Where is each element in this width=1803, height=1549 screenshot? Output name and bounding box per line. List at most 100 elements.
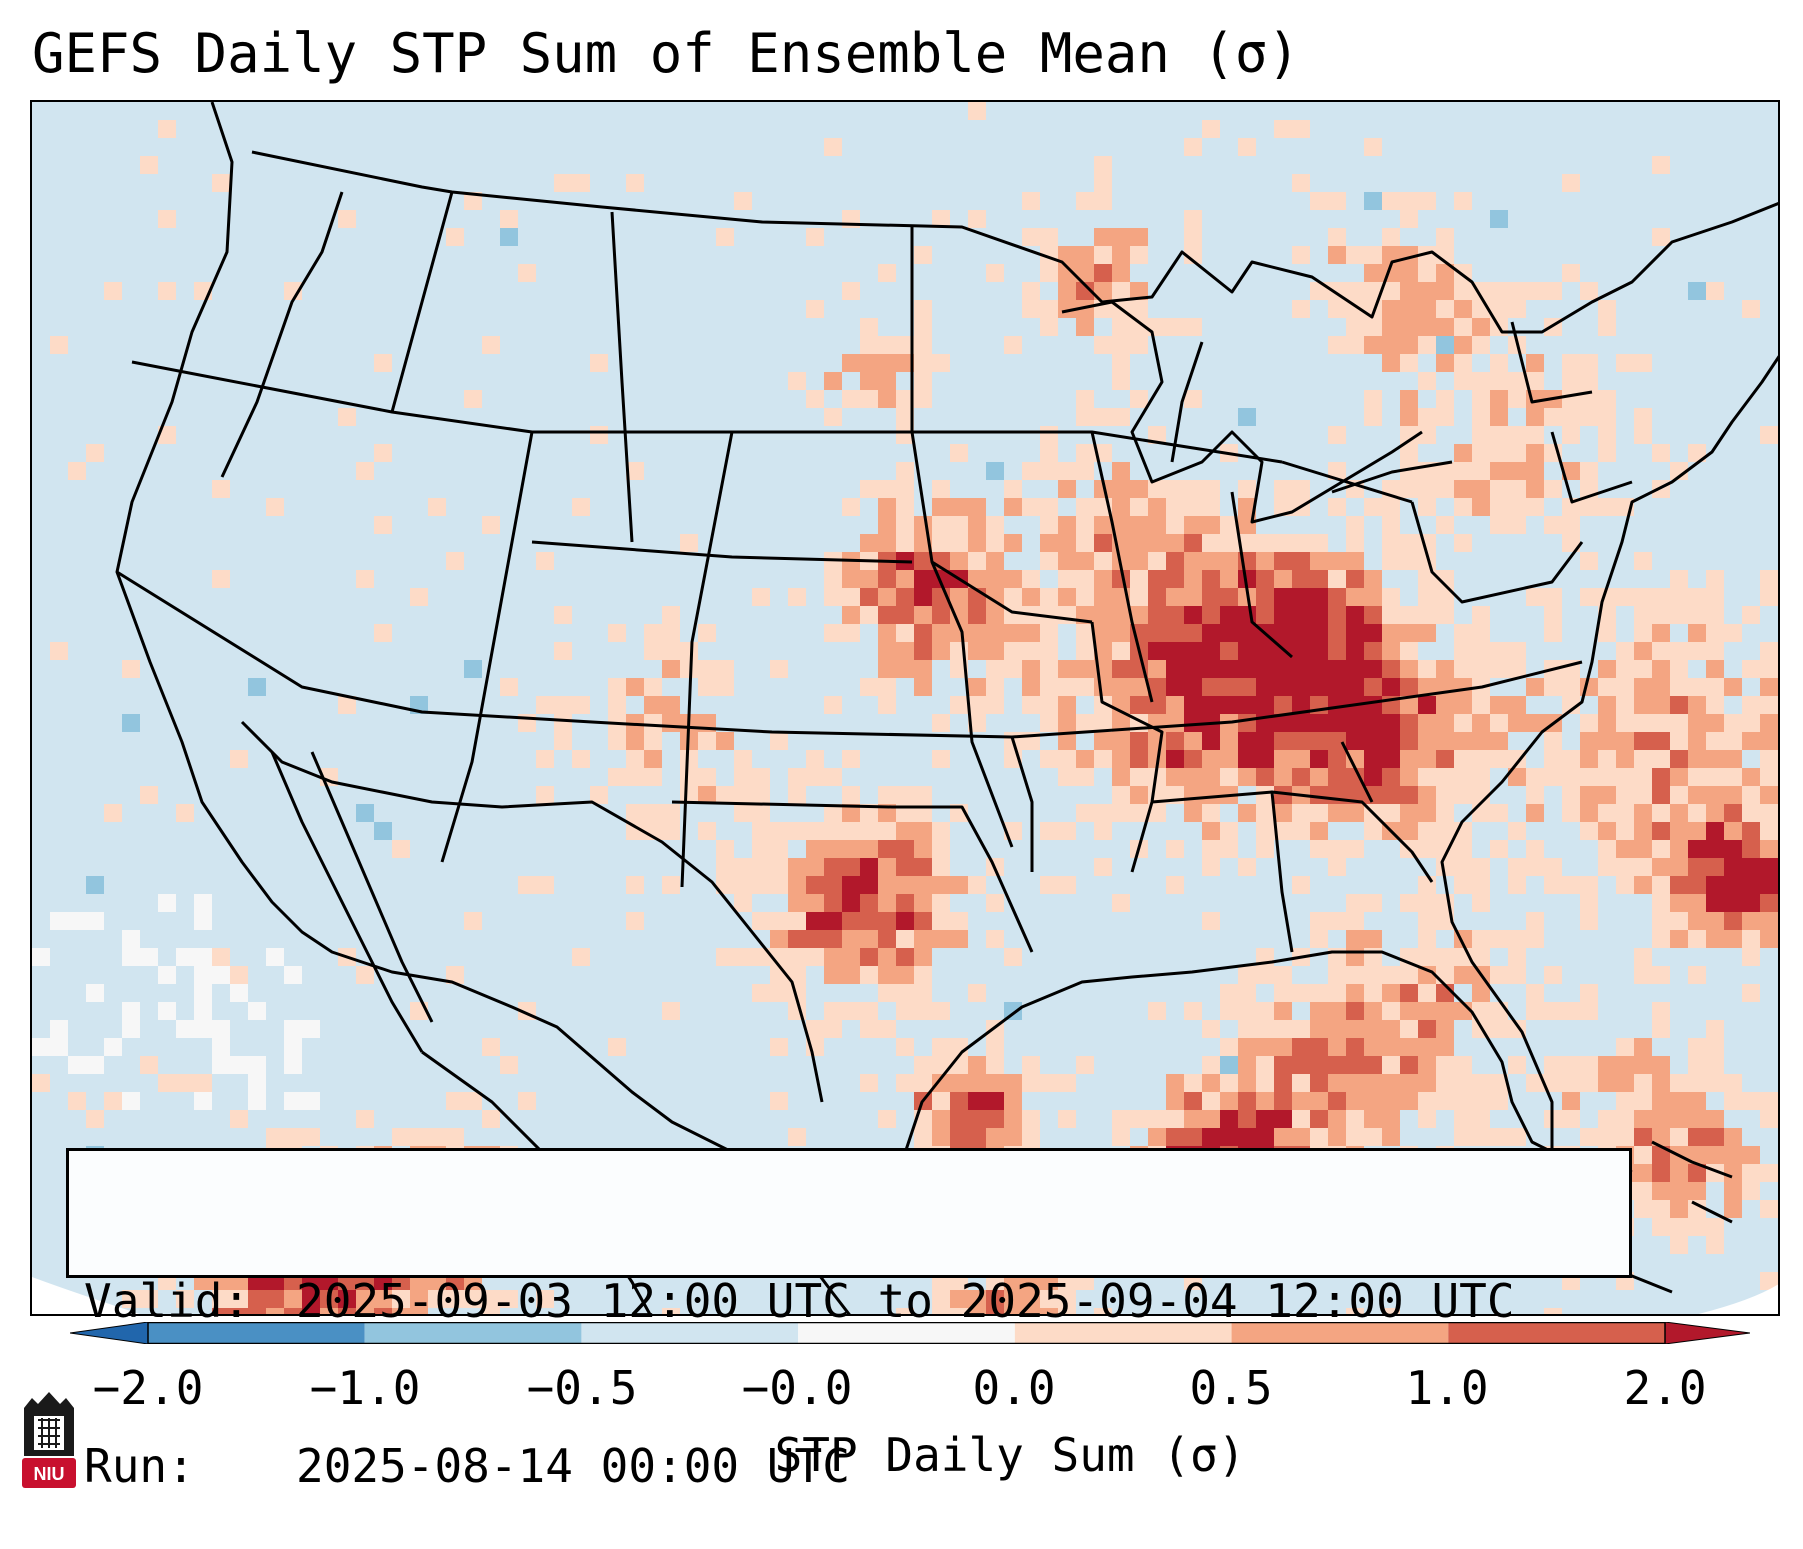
- anomaly-cell: [1580, 804, 1598, 822]
- anomaly-cell: [1040, 624, 1058, 642]
- anomaly-cell: [1742, 714, 1760, 732]
- anomaly-cell: [662, 1308, 680, 1314]
- anomaly-cell: [1346, 606, 1364, 624]
- anomaly-cell: [1454, 480, 1472, 498]
- anomaly-cell: [770, 930, 788, 948]
- anomaly-cell: [1058, 588, 1076, 606]
- anomaly-cell: [590, 426, 608, 444]
- anomaly-cell: [1634, 804, 1652, 822]
- anomaly-cell: [50, 336, 68, 354]
- anomaly-cell: [1328, 804, 1346, 822]
- anomaly-cell: [1742, 1092, 1760, 1110]
- anomaly-cell: [1436, 822, 1454, 840]
- anomaly-cell: [1274, 822, 1292, 840]
- anomaly-cell: [1220, 768, 1238, 786]
- anomaly-cell: [914, 678, 932, 696]
- anomaly-cell: [338, 696, 356, 714]
- anomaly-cell: [1670, 570, 1688, 588]
- anomaly-cell: [1454, 1110, 1472, 1128]
- anomaly-cell: [1508, 372, 1526, 390]
- anomaly-cell: [1400, 534, 1418, 552]
- anomaly-cell: [1112, 606, 1130, 624]
- anomaly-cell: [1076, 750, 1094, 768]
- anomaly-cell: [1778, 1200, 1780, 1218]
- anomaly-cell: [1094, 282, 1112, 300]
- anomaly-cell: [968, 1290, 986, 1308]
- anomaly-cell: [1490, 516, 1508, 534]
- anomaly-cell: [1490, 372, 1508, 390]
- anomaly-cell: [1094, 228, 1112, 246]
- anomaly-cell: [1670, 588, 1688, 606]
- state-lines: [390, 191, 454, 413]
- anomaly-cell: [1760, 750, 1778, 768]
- anomaly-cell: [1238, 1002, 1256, 1020]
- anomaly-cell: [986, 894, 1004, 912]
- anomaly-cell: [1364, 606, 1382, 624]
- anomaly-cell: [1760, 1110, 1778, 1128]
- anomaly-cell: [1598, 804, 1616, 822]
- anomaly-cell: [1724, 1182, 1742, 1200]
- anomaly-cell: [1058, 696, 1076, 714]
- anomaly-cell: [1526, 588, 1544, 606]
- anomaly-cell: [1094, 732, 1112, 750]
- anomaly-cell: [1436, 408, 1454, 426]
- anomaly-cell: [1616, 1038, 1634, 1056]
- anomaly-cell: [1040, 534, 1058, 552]
- anomaly-cell: [1058, 264, 1076, 282]
- state-lines: [531, 540, 913, 564]
- anomaly-cell: [1238, 696, 1256, 714]
- anomaly-cell: [1562, 462, 1580, 480]
- anomaly-cell: [1256, 1092, 1274, 1110]
- anomaly-cell: [1346, 516, 1364, 534]
- anomaly-cell: [1058, 714, 1076, 732]
- anomaly-cell: [1364, 930, 1382, 948]
- anomaly-cell: [1652, 876, 1670, 894]
- anomaly-cell: [950, 606, 968, 624]
- anomaly-cell: [122, 714, 140, 732]
- anomaly-cell: [1058, 1074, 1076, 1092]
- anomaly-cell: [212, 966, 230, 984]
- anomaly-cell: [68, 912, 86, 930]
- anomaly-cell: [752, 822, 770, 840]
- anomaly-cell: [1094, 696, 1112, 714]
- anomaly-cell: [770, 876, 788, 894]
- anomaly-cell: [1004, 948, 1022, 966]
- anomaly-cell: [1688, 1110, 1706, 1128]
- anomaly-cell: [1724, 1200, 1742, 1218]
- anomaly-cell: [662, 624, 680, 642]
- anomaly-cell: [1202, 678, 1220, 696]
- anomaly-cell: [1364, 624, 1382, 642]
- anomaly-cell: [1220, 822, 1238, 840]
- anomaly-cell: [1058, 516, 1076, 534]
- anomaly-cell: [878, 570, 896, 588]
- anomaly-cell: [1256, 570, 1274, 588]
- anomaly-cell: [1346, 714, 1364, 732]
- anomaly-cell: [1490, 462, 1508, 480]
- anomaly-cell: [1544, 768, 1562, 786]
- anomaly-cell: [1634, 642, 1652, 660]
- anomaly-cell: [1688, 912, 1706, 930]
- anomaly-cell: [932, 534, 950, 552]
- anomaly-cell: [1544, 480, 1562, 498]
- anomaly-cell: [1562, 1002, 1580, 1020]
- anomaly-cell: [194, 984, 212, 1002]
- anomaly-cell: [500, 1290, 518, 1308]
- anomaly-cell: [1202, 822, 1220, 840]
- anomaly-cell: [1472, 858, 1490, 876]
- anomaly-cell: [1742, 912, 1760, 930]
- anomaly-cell: [1328, 1110, 1346, 1128]
- anomaly-cell: [1454, 300, 1472, 318]
- anomaly-cell: [86, 1110, 104, 1128]
- anomaly-cell: [1490, 1092, 1508, 1110]
- anomaly-cell: [464, 192, 482, 210]
- anomaly-cell: [1472, 606, 1490, 624]
- anomaly-cell: [878, 480, 896, 498]
- anomaly-cell: [1094, 156, 1112, 174]
- anomaly-cell: [1310, 768, 1328, 786]
- anomaly-cell: [1706, 894, 1724, 912]
- anomaly-cell: [1076, 318, 1094, 336]
- anomaly-cell: [1292, 120, 1310, 138]
- anomaly-cell: [1742, 606, 1760, 624]
- anomaly-cell: [1562, 372, 1580, 390]
- anomaly-cell: [1598, 390, 1616, 408]
